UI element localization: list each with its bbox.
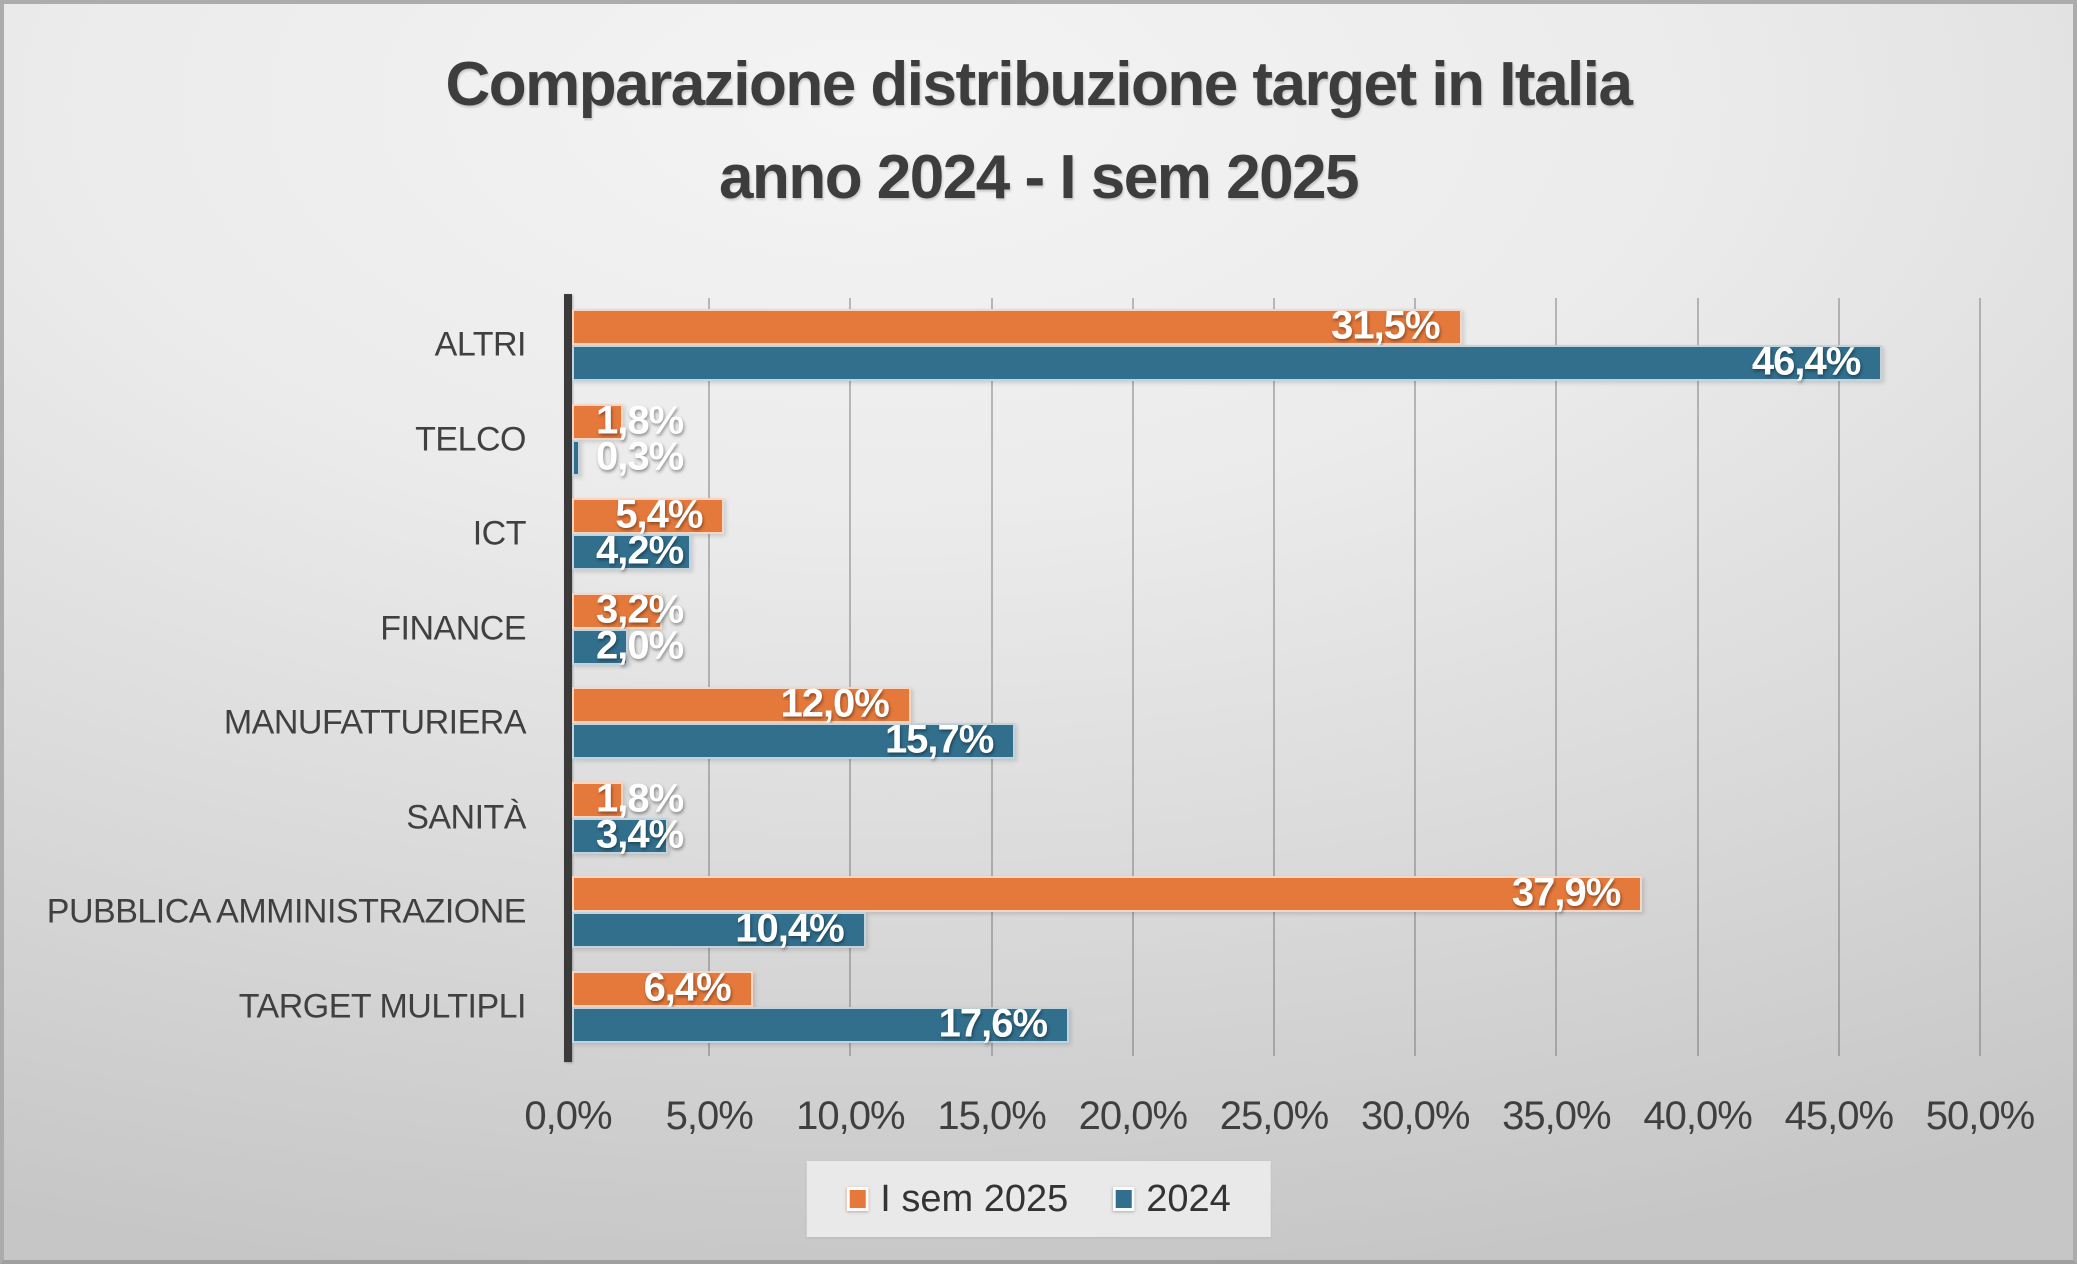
category-label-pubblica-amministrazione: PUBBLICA AMMINISTRAZIONE xyxy=(46,892,527,931)
x-tick-label-5: 25,0% xyxy=(1219,1094,1329,1138)
bar-value-label-sanit-i-sem-2025: 1,8% xyxy=(596,776,684,821)
bar-altri-i-sem-2025[interactable]: 31,5% xyxy=(572,304,1462,348)
bar-value-label-altri-i-sem-2025: 31,5% xyxy=(1331,303,1440,348)
legend-label-i-sem-2025: I sem 2025 xyxy=(880,1177,1069,1220)
x-tick-label-8: 40,0% xyxy=(1643,1094,1752,1138)
x-tick-label-6: 30,0% xyxy=(1360,1094,1470,1138)
category-label-finance: FINANCE xyxy=(380,609,526,648)
bar-value-label-manufatturiera-2024: 15,7% xyxy=(884,717,994,762)
bar-value-label-ict-2024: 4,2% xyxy=(596,528,684,573)
bar-value-label-telco-2024: 0,3% xyxy=(596,434,684,479)
category-label-target-multipli: TARGET MULTIPLI xyxy=(238,987,527,1026)
category-label-altri: ALTRI xyxy=(434,325,527,364)
legend-swatch-2024-icon xyxy=(1112,1187,1135,1211)
category-label-manufatturiera: MANUFATTURIERA xyxy=(223,703,527,742)
gridline-30pct xyxy=(1414,298,1417,1056)
category-label-sanit: SANITÀ xyxy=(406,798,526,837)
bar-value-label-finance-i-sem-2025: 3,2% xyxy=(596,587,684,632)
bar-value-label-pubblica-amministrazione-2024: 10,4% xyxy=(735,906,844,951)
bar-sanit-i-sem-2025[interactable]: 1,8% xyxy=(572,776,684,820)
bar-ict-i-sem-2025[interactable]: 5,4% xyxy=(572,493,725,537)
x-tick-label-10: 50,0% xyxy=(1925,1094,2035,1138)
gridline-15pct xyxy=(990,298,993,1056)
bar-finance-i-sem-2025[interactable]: 3,2% xyxy=(572,587,684,631)
bar-value-label-pubblica-amministrazione-i-sem-2025: 37,9% xyxy=(1511,870,1621,915)
gridline-50pct xyxy=(1979,298,1981,1056)
legend-swatch-i-sem-2025-icon xyxy=(846,1187,869,1211)
bar-value-label-telco-i-sem-2025: 1,8% xyxy=(596,398,684,443)
chart-legend[interactable]: I sem 2025 2024 xyxy=(806,1161,1271,1237)
bar-value-label-finance-2024: 2,0% xyxy=(596,623,684,668)
category-label-telco: TELCO xyxy=(415,420,526,459)
gridline-10pct xyxy=(849,298,852,1056)
y-axis-line xyxy=(564,294,572,1062)
bar-target-multipli-2024[interactable]: 17,6% xyxy=(572,1001,1070,1045)
bar-value-label-ict-i-sem-2025: 5,4% xyxy=(615,492,703,537)
bar-pubblica-amministrazione-i-sem-2025[interactable]: 37,9% xyxy=(572,871,1643,915)
bar-value-label-altri-2024: 46,4% xyxy=(1751,339,1861,384)
legend-entry-i-sem-2025[interactable]: I sem 2025 xyxy=(846,1178,1068,1221)
legend-entry-2024[interactable]: 2024 xyxy=(1112,1178,1231,1221)
legend-label-2024: 2024 xyxy=(1146,1177,1231,1220)
bar-telco-2024[interactable]: 0,3% xyxy=(572,434,684,478)
x-tick-label-2: 10,0% xyxy=(796,1094,905,1138)
bar-sanit-2024[interactable]: 3,4% xyxy=(572,812,684,856)
chart-title-line2: anno 2024 - I sem 2025 xyxy=(718,143,1360,212)
x-tick-label-9: 45,0% xyxy=(1784,1094,1894,1138)
bar-value-label-manufatturiera-i-sem-2025: 12,0% xyxy=(780,681,889,726)
x-tick-label-3: 15,0% xyxy=(937,1094,1046,1138)
chart-title-line1: Comparazione distribuzione target in Ita… xyxy=(445,50,1633,119)
x-tick-label-7: 35,0% xyxy=(1502,1094,1611,1138)
gridline-45pct xyxy=(1837,298,1840,1056)
bar-value-label-sanit-2024: 3,4% xyxy=(596,812,684,857)
gridline-20pct xyxy=(1131,298,1134,1056)
x-tick-label-0: 0,0% xyxy=(524,1094,612,1138)
gridline-40pct xyxy=(1696,298,1699,1056)
bar-value-label-target-multipli-i-sem-2025: 6,4% xyxy=(643,965,732,1010)
bar-pubblica-amministrazione-2024[interactable]: 10,4% xyxy=(572,907,866,951)
bar-manufatturiera-i-sem-2025[interactable]: 12,0% xyxy=(572,682,911,726)
bar-value-label-target-multipli-2024: 17,6% xyxy=(938,1001,1048,1046)
gridline-35pct xyxy=(1555,298,1558,1056)
chart-title: Comparazione distribuzione target in Ita… xyxy=(4,38,2073,224)
bar-telco-i-sem-2025[interactable]: 1,8% xyxy=(572,398,684,442)
bar-manufatturiera-2024[interactable]: 15,7% xyxy=(572,718,1016,762)
category-label-ict: ICT xyxy=(472,514,527,553)
gridline-5pct xyxy=(708,298,711,1056)
x-tick-label-1: 5,0% xyxy=(665,1094,754,1138)
bar-altri-2024[interactable]: 46,4% xyxy=(572,340,1883,384)
bar-target-multipli-i-sem-2025[interactable]: 6,4% xyxy=(572,965,753,1009)
x-tick-label-4: 20,0% xyxy=(1078,1094,1188,1138)
bar-ict-2024[interactable]: 4,2% xyxy=(572,529,691,573)
bar-finance-2024[interactable]: 2,0% xyxy=(572,623,684,667)
gridline-25pct xyxy=(1273,298,1275,1056)
